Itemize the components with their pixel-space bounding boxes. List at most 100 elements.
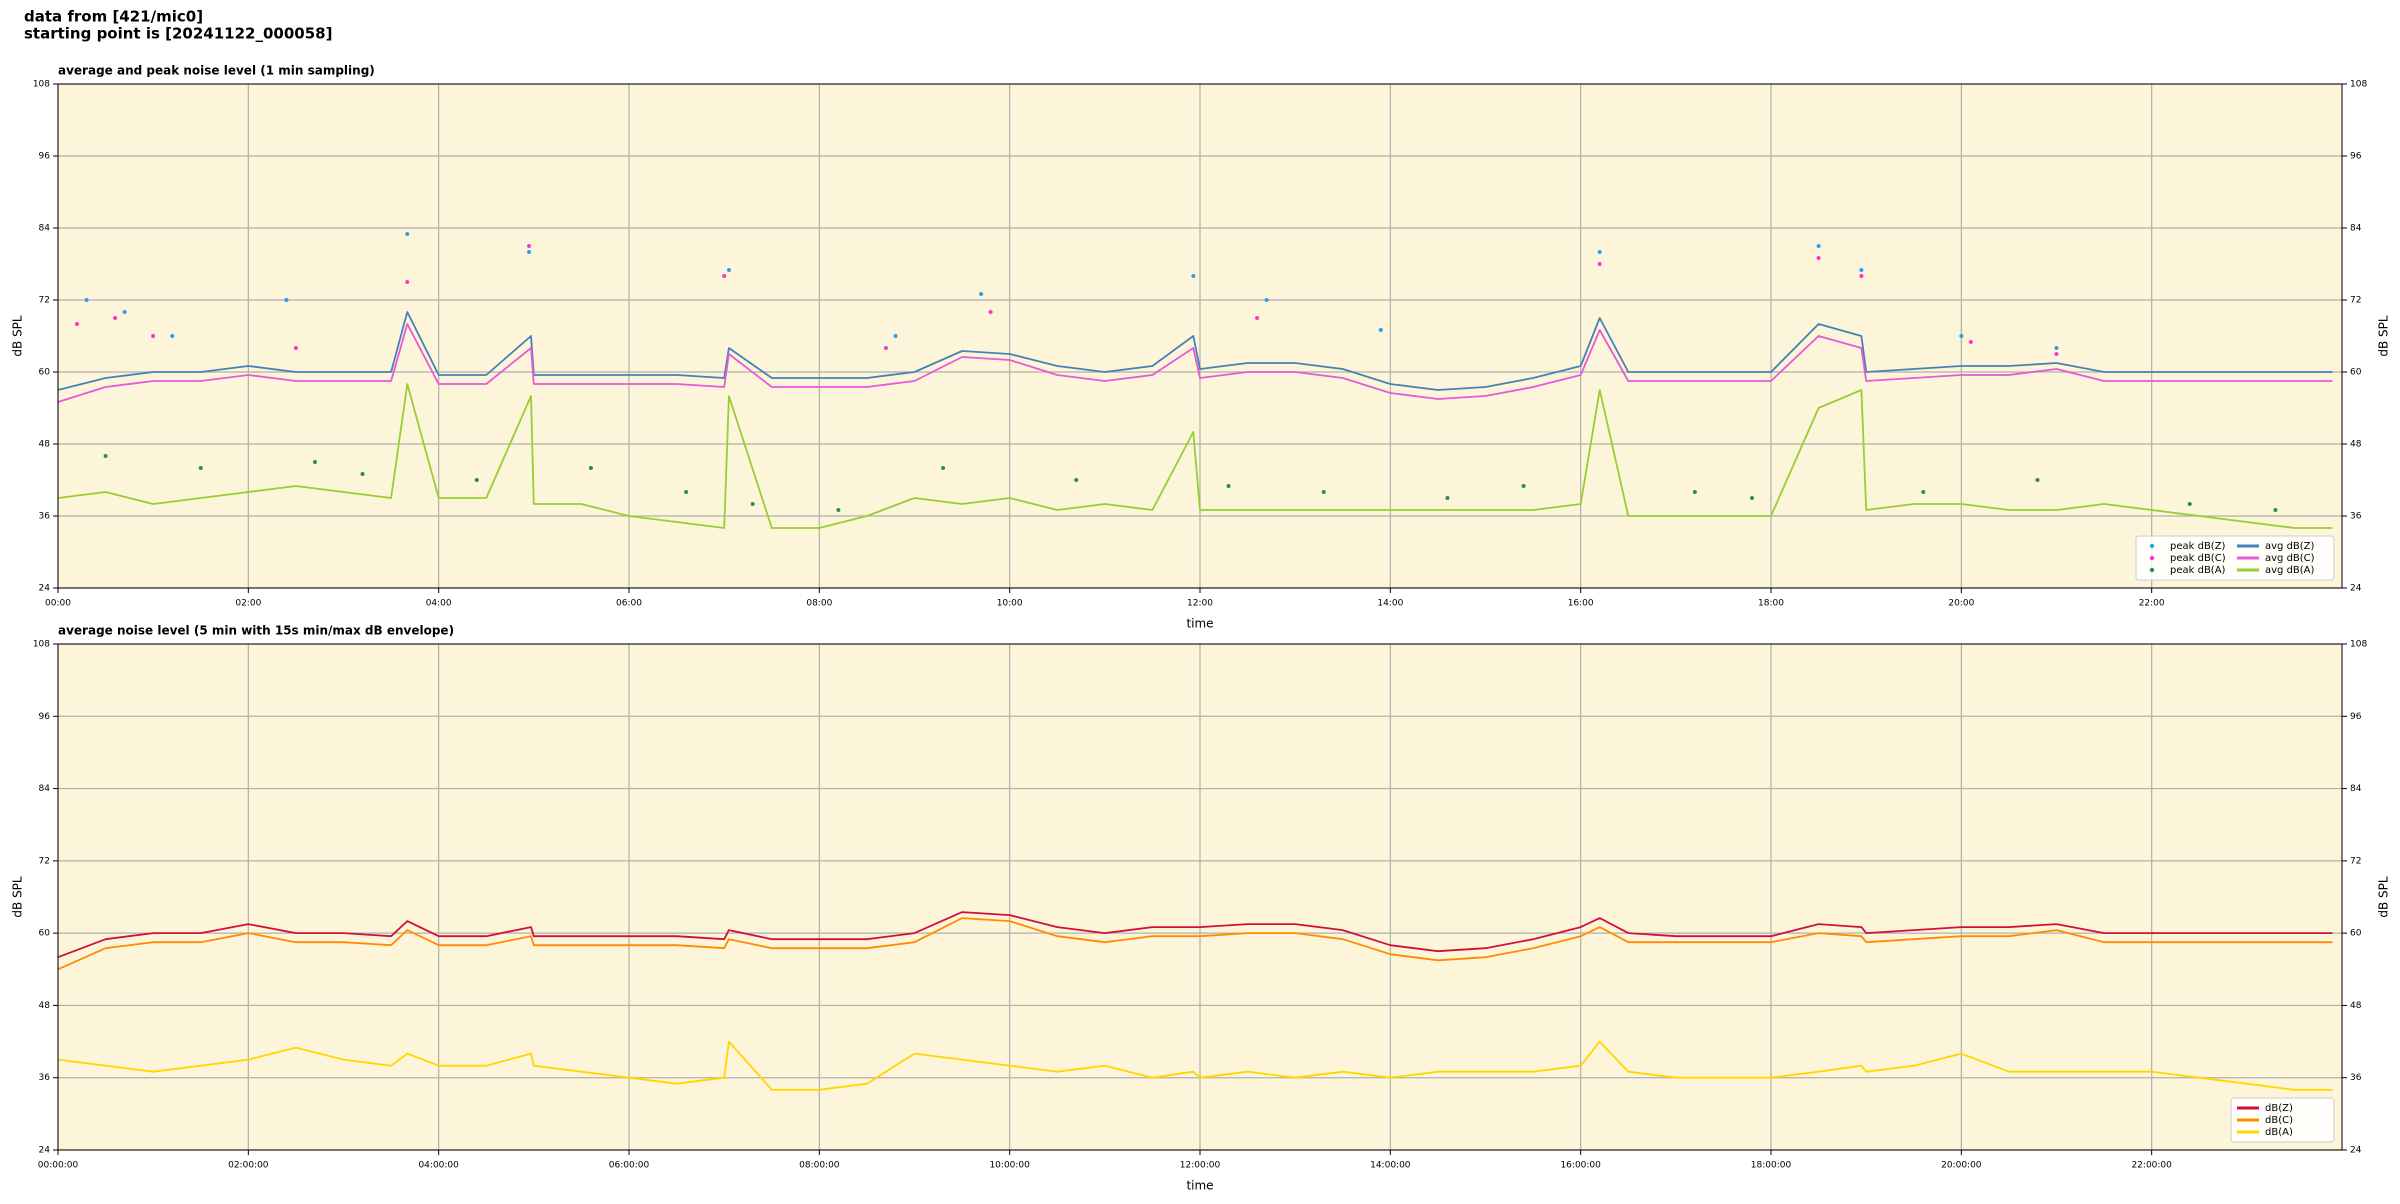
peak-point [1968,340,1973,344]
y-tick-label: 72 [39,296,50,306]
x-tick-label: 18:00 [1758,599,1784,609]
x-tick-label: 18:00:00 [1751,1161,1792,1171]
y-tick-label: 60 [2350,368,2362,378]
subplot-title: average noise level (5 min with 15s min/… [58,624,454,638]
y-tick-label: 48 [39,440,51,450]
y-tick-label: 36 [2350,512,2362,522]
legend-label: peak dB(C) [2170,553,2226,564]
x-tick-label: 00:00 [45,599,71,609]
peak-point [1264,298,1269,302]
y-tick-label: 60 [2350,929,2362,939]
peak-point [1378,328,1383,332]
x-tick-label: 04:00:00 [418,1161,459,1171]
peak-point [527,250,532,254]
x-tick-label: 02:00 [235,599,261,609]
legend-marker [2149,567,2155,573]
series-line [57,383,2333,529]
peak-point [170,334,175,338]
series-line [57,917,2333,971]
series-line [57,311,2333,391]
peak-point [979,292,984,296]
x-tick-label: 02:00:00 [228,1161,269,1171]
peak-point [726,268,731,272]
peak-point [1816,244,1821,248]
y-tick-label: 24 [39,584,51,594]
peak-point [75,322,80,326]
peak-point [1597,250,1602,254]
peak-point [2273,508,2278,512]
peak-point [1859,268,1864,272]
y-tick-label: 36 [39,512,51,522]
peak-point [2054,346,2059,350]
legend-label: peak dB(A) [2170,565,2226,576]
series-line [57,1040,2333,1091]
series-line [57,911,2333,959]
header-line: data from [421/mic0] [24,8,203,26]
peak-point [198,466,203,470]
y-tick-label: 96 [39,712,51,722]
plot-frame [57,643,2343,1151]
plot-frame [57,83,2343,589]
peak-point [2035,478,2040,482]
peak-point [122,310,127,314]
x-tick-label: 20:00:00 [1941,1161,1982,1171]
peak-point [1597,262,1602,266]
x-tick-label: 12:00 [1187,599,1213,609]
x-axis-label: time [1186,1179,1213,1193]
peak-point [405,232,410,236]
y-axis-label: dB SPL [2377,876,2391,918]
y-tick-label: 84 [39,784,51,794]
y-tick-label: 108 [33,640,50,650]
peak-point [1749,496,1754,500]
y-tick-label: 48 [39,1001,51,1011]
peak-point [405,280,410,284]
peak-point [1191,274,1196,278]
y-tick-label: 36 [2350,1073,2362,1083]
y-tick-label: 72 [39,856,50,866]
legend-label: avg dB(A) [2265,565,2315,576]
peak-point [113,316,118,320]
peak-point [1692,490,1697,494]
peak-point [883,346,888,350]
peak-point [836,508,841,512]
legend-label: dB(A) [2265,1127,2293,1138]
y-tick-label: 72 [2350,296,2361,306]
peak-point [151,334,156,338]
peak-point [293,346,298,350]
legend-marker [2149,543,2155,549]
y-tick-label: 60 [39,368,51,378]
peak-point [2054,352,2059,356]
x-tick-label: 10:00:00 [989,1161,1030,1171]
peak-point [1959,334,1964,338]
legend-box [2135,535,2335,581]
x-tick-label: 00:00:00 [38,1161,79,1171]
peak-point [1521,484,1526,488]
y-tick-label: 96 [2350,152,2362,162]
peak-point [312,460,317,464]
legend: dB(Z)dB(C)dB(A) [2230,1097,2335,1143]
legend: peak dB(Z)peak dB(C)peak dB(A)avg dB(Z)a… [2135,535,2335,581]
y-tick-label: 24 [2350,1146,2362,1156]
y-axis-label: dB SPL [2377,315,2391,357]
y-tick-label: 24 [2350,584,2362,594]
peak-point [1255,316,1260,320]
x-tick-label: 14:00:00 [1370,1161,1411,1171]
peak-point [588,466,593,470]
peak-point [1921,490,1926,494]
peak-point [527,244,532,248]
y-tick-label: 96 [39,152,51,162]
subplot-title: average and peak noise level (1 min samp… [58,64,375,78]
x-tick-label: 10:00 [997,599,1023,609]
x-tick-label: 08:00 [806,599,832,609]
plot-area: 24 24 36 36 48 48 60 60 72 72 84 84 96 96 108 108 00:00:… [11,624,2391,1193]
y-tick-label: 84 [39,224,51,234]
legend-marker [2149,555,2155,561]
peak-point [750,502,755,506]
x-tick-label: 04:00 [426,599,452,609]
peak-point [988,310,993,314]
peak-point [1445,496,1450,500]
y-tick-label: 84 [2350,224,2362,234]
peak-point [103,454,108,458]
